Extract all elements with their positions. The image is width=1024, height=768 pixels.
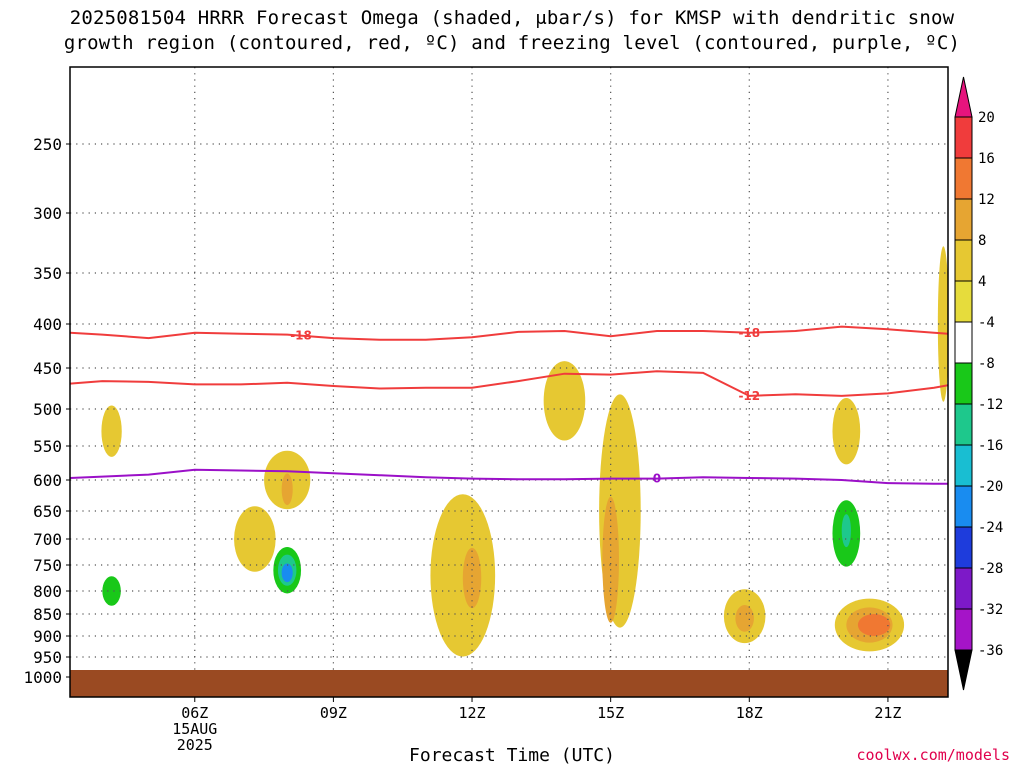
y-tick-label: 450 <box>33 359 62 378</box>
contour-line <box>70 325 948 341</box>
x-axis-label: Forecast Time (UTC) <box>409 745 615 766</box>
y-tick-label: 650 <box>33 502 62 521</box>
omega-cell <box>281 473 293 506</box>
x-tick-label: 09Z <box>320 704 347 722</box>
y-tick-label: 600 <box>33 471 62 490</box>
y-tick-label: 850 <box>33 605 62 624</box>
colorbar-label: -8 <box>978 356 995 372</box>
contour-label: -18 <box>738 326 760 340</box>
y-axis: 250 300 350 400 450 500 550 600 650 700 750 800 850 9… <box>23 135 70 687</box>
colorbar-swatch <box>954 157 973 200</box>
y-tick-label: 750 <box>33 556 62 575</box>
omega-cell <box>556 609 564 628</box>
gridlines <box>70 67 948 670</box>
y-tick-label: 500 <box>33 400 62 419</box>
omega-cell <box>848 219 900 357</box>
colorbar-top-extend <box>954 76 973 118</box>
colorbar-label: 4 <box>978 274 986 290</box>
contour-label: -18 <box>290 329 312 343</box>
y-tick-label: 700 <box>33 530 62 549</box>
omega-cell <box>937 246 948 402</box>
omega-cell <box>98 224 125 343</box>
y-tick-label: 800 <box>33 582 62 601</box>
y-tick-label: 550 <box>33 437 62 456</box>
colorbar-swatch <box>954 198 973 241</box>
date-label: 2025 <box>177 736 213 754</box>
y-tick-label: 950 <box>33 648 62 667</box>
colorbar-swatch <box>954 608 973 651</box>
colorbar-swatch <box>954 485 973 528</box>
plot-frame <box>69 66 949 698</box>
colorbar-label: -16 <box>978 438 1003 454</box>
omega-cell <box>274 168 301 398</box>
omega-shading <box>90 168 948 657</box>
date-label: 15AUG <box>172 720 217 738</box>
title-line-1: 2025081504 HRRR Forecast Omega (shaded, … <box>69 7 955 29</box>
colorbar-swatch <box>954 526 973 569</box>
omega-cell <box>735 605 754 632</box>
colorbar-label: -20 <box>978 479 1003 495</box>
colorbar-label: -24 <box>978 520 1003 536</box>
omega-cell <box>101 405 122 457</box>
colorbar-bottom-extend <box>954 649 973 691</box>
contour-line <box>70 468 948 485</box>
colorbar-label: 20 <box>978 110 995 126</box>
colorbar-label: -12 <box>978 397 1003 413</box>
y-tick-label: 250 <box>33 135 62 154</box>
x-tick-label: 18Z <box>736 704 763 722</box>
contour-line <box>70 370 948 397</box>
x-tick-label: 21Z <box>874 704 901 722</box>
colorbar-label: -32 <box>978 602 1003 618</box>
colorbar-swatch <box>954 116 973 159</box>
omega-cell <box>841 514 851 548</box>
omega-cell <box>430 494 496 657</box>
omega-cell <box>897 514 944 574</box>
colorbar-swatch <box>954 403 973 446</box>
y-tick-label: 400 <box>33 315 62 334</box>
ground-band <box>70 670 948 697</box>
omega-cell <box>234 506 276 572</box>
x-tick-label: 12Z <box>458 704 485 722</box>
y-tick-label: 300 <box>33 204 62 223</box>
credit-text[interactable]: coolwx.com/models <box>856 746 1010 764</box>
colorbar-label: -36 <box>978 643 1003 659</box>
x-tick-label: 15Z <box>597 704 624 722</box>
y-tick-label: 900 <box>33 627 62 646</box>
colorbar-swatch <box>954 444 973 487</box>
colorbar-swatch <box>954 567 973 610</box>
y-tick-label: 350 <box>33 264 62 283</box>
chart-title: 2025081504 HRRR Forecast Omega (shaded, … <box>0 6 1024 56</box>
colorbar-label: 16 <box>978 151 995 167</box>
omega-cell <box>281 563 293 583</box>
colorbar-swatch <box>954 280 973 323</box>
y-tick-label: 1000 <box>23 668 62 687</box>
x-tick-label: 06Z <box>181 704 208 722</box>
omega-cell <box>543 361 586 441</box>
omega-cell <box>102 576 121 606</box>
colorbar-label: 8 <box>978 233 986 249</box>
contour-label: -12 <box>738 389 760 403</box>
colorbar-label: -28 <box>978 561 1003 577</box>
omega-cell <box>462 547 482 609</box>
omega-cell <box>602 496 619 623</box>
omega-cell <box>832 398 861 465</box>
colorbar-swatch <box>954 239 973 282</box>
colorbar: 20 16 12 8 4 -4 -8 -12 -16 -20 -24 -28 -32 -36 <box>954 76 1003 691</box>
title-line-2: growth region (contoured, red, ºC) and f… <box>63 32 961 54</box>
omega-cell <box>719 459 761 551</box>
contour-label: 0 <box>653 472 661 486</box>
colorbar-label: 12 <box>978 192 995 208</box>
omega-cell <box>857 614 891 636</box>
colorbar-label: -4 <box>978 315 995 331</box>
colorbar-swatch <box>954 362 973 405</box>
plot-area: -18 -18 -12 0 <box>70 67 948 697</box>
colorbar-swatch <box>954 321 973 364</box>
